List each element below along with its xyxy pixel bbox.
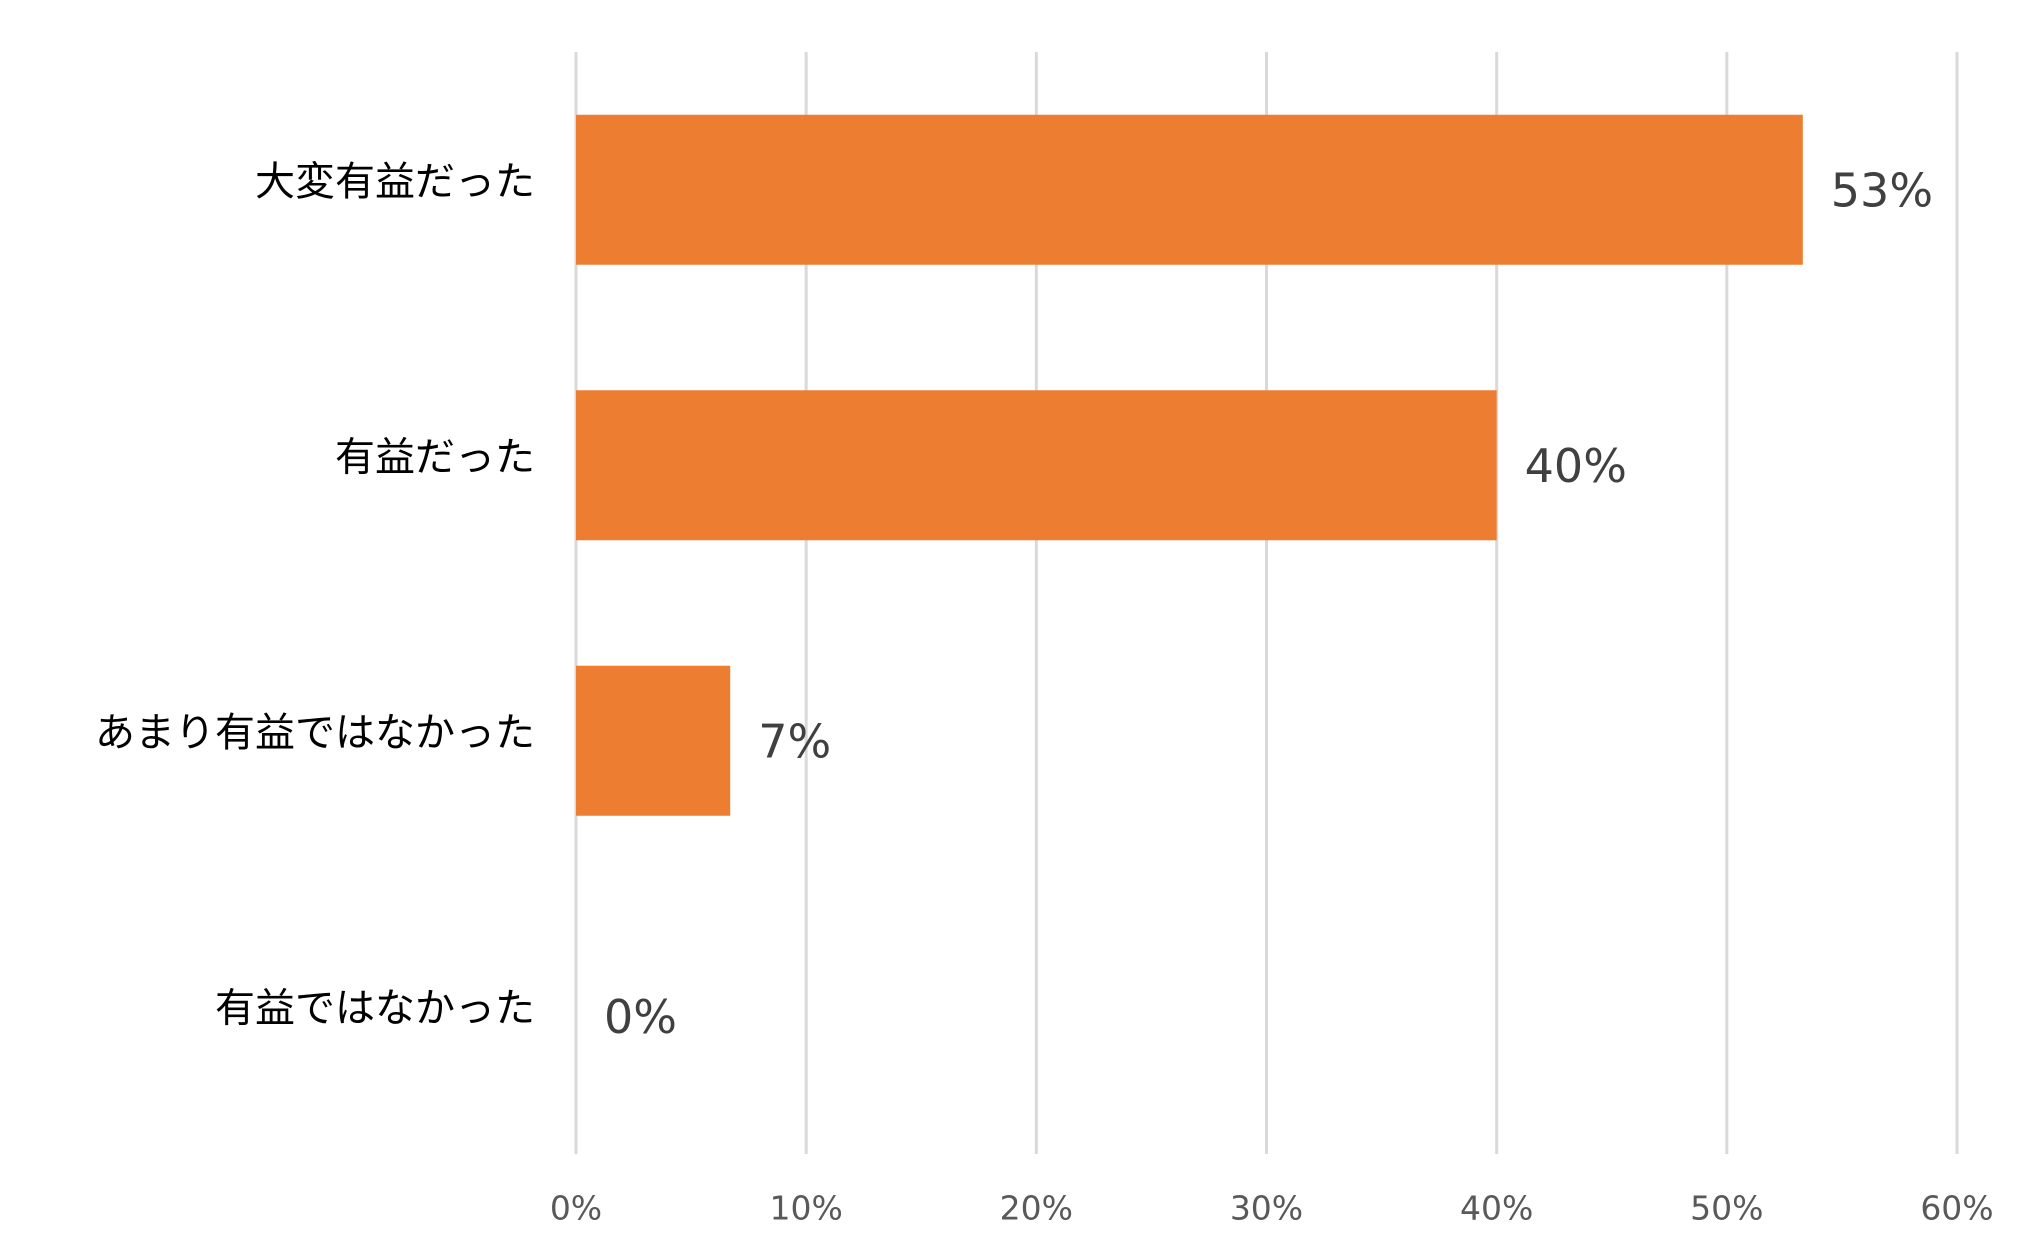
y-tick-label: 有益だった [335,434,535,480]
x-tick-label: 10% [769,1189,842,1228]
y-tick-label: あまり有益ではなかった [95,710,535,756]
x-tick-label: 50% [1690,1189,1763,1228]
bar [576,114,1803,265]
value-label: 7% [758,714,831,768]
x-tick-label: 20% [1000,1189,1073,1228]
value-label: 0% [604,990,677,1044]
value-label: 40% [1525,439,1627,493]
y-tick-label: 大変有益だった [255,159,535,205]
x-tick-label: 60% [1920,1189,1993,1228]
x-tick-label: 40% [1460,1189,1533,1228]
x-tick-label: 0% [550,1189,602,1228]
x-tick-label: 30% [1230,1189,1303,1228]
bar [576,390,1497,541]
bar [576,665,731,816]
value-label: 53% [1831,163,1933,217]
y-tick-label: 有益ではなかった [215,985,535,1031]
